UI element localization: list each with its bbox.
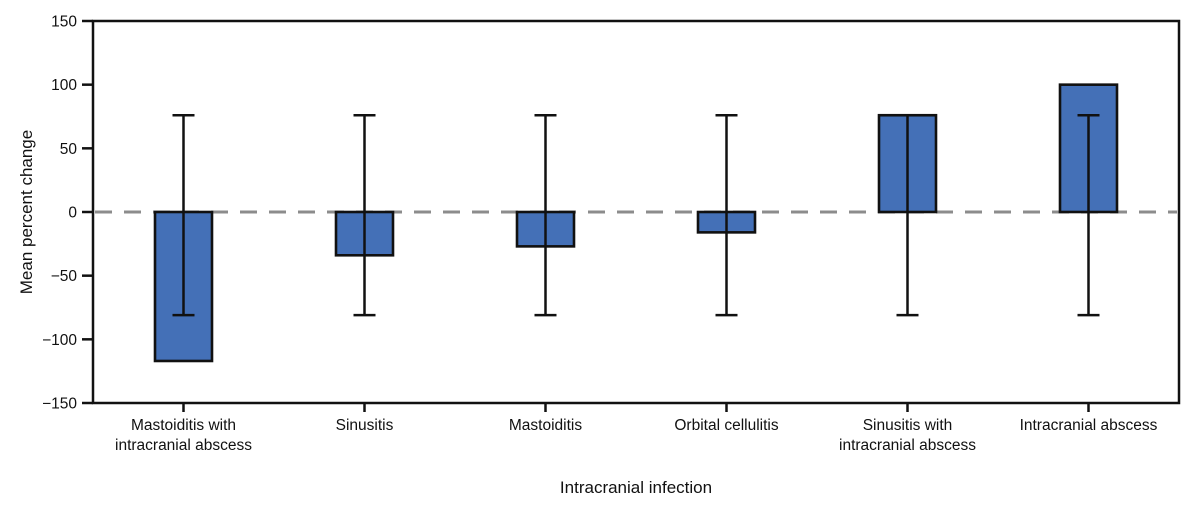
y-tick-label-−150: −150 <box>42 396 77 413</box>
y-axis-title: Mean percent change <box>17 129 36 295</box>
y-tick-label-−100: −100 <box>42 332 77 349</box>
x-category-label-mastoiditis-with-intracranial-abscess: Mastoiditis with intracranial abscess <box>115 417 252 454</box>
x-category-label-orbital-cellulitis: Orbital cellulitis <box>674 417 778 434</box>
y-tick-label-100: 100 <box>51 77 77 94</box>
x-category-label-sinusitis-with-intracranial-abscess: Sinusitis with intracranial abscess <box>839 417 976 454</box>
y-tick-label-150: 150 <box>51 14 77 31</box>
x-category-label-intracranial-abscess: Intracranial abscess <box>1020 417 1158 434</box>
y-tick-label-0: 0 <box>68 205 77 222</box>
x-category-label-sinusitis: Sinusitis <box>336 417 394 434</box>
x-category-label-mastoiditis: Mastoiditis <box>509 417 582 434</box>
y-tick-label-50: 50 <box>60 141 78 158</box>
y-tick-label-−50: −50 <box>51 268 78 285</box>
x-axis-title: Intracranial infection <box>559 478 713 497</box>
